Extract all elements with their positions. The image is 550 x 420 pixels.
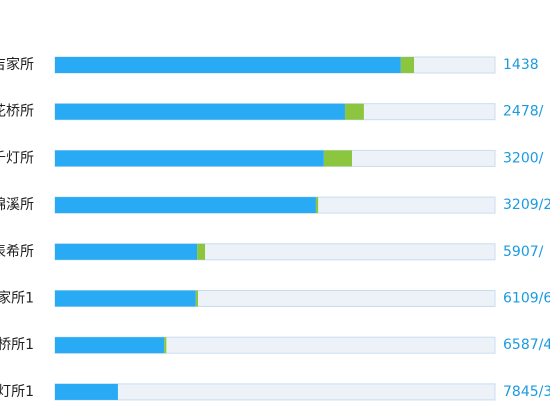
bar-segment bbox=[323, 150, 352, 167]
row-label: 千灯所 bbox=[0, 150, 34, 166]
row-value: 1438 bbox=[503, 57, 539, 73]
row-value: 3209/2 bbox=[503, 197, 550, 213]
bar-segment bbox=[164, 337, 167, 354]
bar-segment bbox=[400, 57, 415, 73]
row-label: 吉家所1 bbox=[0, 290, 34, 307]
row-value: 5907/ bbox=[503, 244, 544, 260]
row-label: 吉家所 bbox=[0, 56, 34, 73]
row-label: 表希所 bbox=[0, 244, 34, 260]
row-value: 6587/4 bbox=[503, 337, 550, 353]
row-label: 锦溪所 bbox=[0, 196, 34, 213]
row-value: 6109/6 bbox=[503, 291, 550, 307]
bar-segment bbox=[344, 103, 364, 120]
bar-segment bbox=[55, 337, 165, 354]
bar-segment bbox=[195, 290, 198, 307]
bar-segment bbox=[197, 243, 206, 260]
row-label: 千灯所1 bbox=[0, 384, 34, 400]
row-value: 3200/ bbox=[503, 150, 544, 166]
bar-track bbox=[54, 383, 496, 401]
bar-segment bbox=[55, 243, 198, 260]
row-value: 7845/3 bbox=[503, 384, 550, 400]
bar-segment bbox=[55, 290, 196, 307]
row-label: 花桥所 bbox=[0, 104, 34, 120]
bar-segment bbox=[55, 103, 345, 120]
row-value: 2478/ bbox=[503, 104, 544, 120]
bar-segment bbox=[315, 197, 319, 214]
bar-segment bbox=[55, 57, 401, 73]
row-label: 花桥所1 bbox=[0, 337, 34, 353]
bar-segment bbox=[55, 383, 118, 400]
bar-segment bbox=[55, 197, 316, 214]
bar-segment bbox=[55, 150, 324, 167]
